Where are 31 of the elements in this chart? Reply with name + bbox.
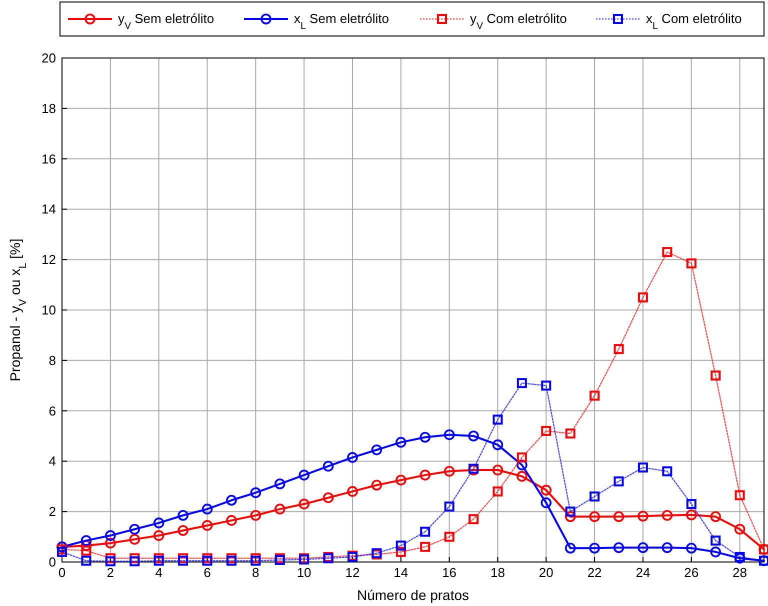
x-tick-label: 12 — [345, 565, 360, 580]
y-tick-label: 0 — [48, 554, 56, 570]
y-tick-label: 10 — [42, 302, 56, 318]
x-tick-label: 10 — [296, 565, 312, 580]
x-tick-label: 28 — [732, 565, 748, 580]
y-tick-label: 2 — [48, 504, 56, 520]
legend-label: y$_{V}$ Com eletrólito — [470, 11, 567, 32]
x-tick-label: 24 — [636, 565, 650, 580]
y-tick-label: 20 — [42, 50, 56, 66]
x-tick-label: 26 — [684, 565, 699, 580]
y-tick-label: 6 — [48, 403, 56, 418]
x-tick-label: 4 — [155, 565, 162, 580]
y-tick-label: 8 — [48, 352, 56, 368]
x-tick-label: 8 — [252, 565, 260, 580]
x-tick-label: 22 — [587, 565, 602, 580]
x-tick-label: 16 — [442, 565, 457, 580]
y-tick-label: 18 — [42, 100, 56, 116]
x-tick-label: 0 — [58, 565, 66, 580]
legend-label: x$_{L}$ Com eletrólito — [646, 11, 742, 32]
legend-label: y$_{V}$ Sem eletrólito — [118, 11, 214, 32]
y-tick-label: 14 — [42, 202, 56, 217]
x-tick-label: 18 — [490, 565, 505, 580]
x-tick-label: 2 — [106, 565, 114, 580]
x-tick-label: 14 — [394, 565, 408, 580]
legend-label: x$_{L}$ Sem eletrólito — [294, 11, 390, 32]
x-tick-label: 20 — [538, 565, 554, 580]
y-tick-label: 4 — [48, 454, 56, 469]
y-tick-label: 16 — [42, 151, 56, 166]
y-tick-label: 12 — [42, 252, 56, 268]
x-axis-title: Número de pratos — [356, 587, 470, 603]
x-tick-label: 6 — [204, 565, 211, 580]
